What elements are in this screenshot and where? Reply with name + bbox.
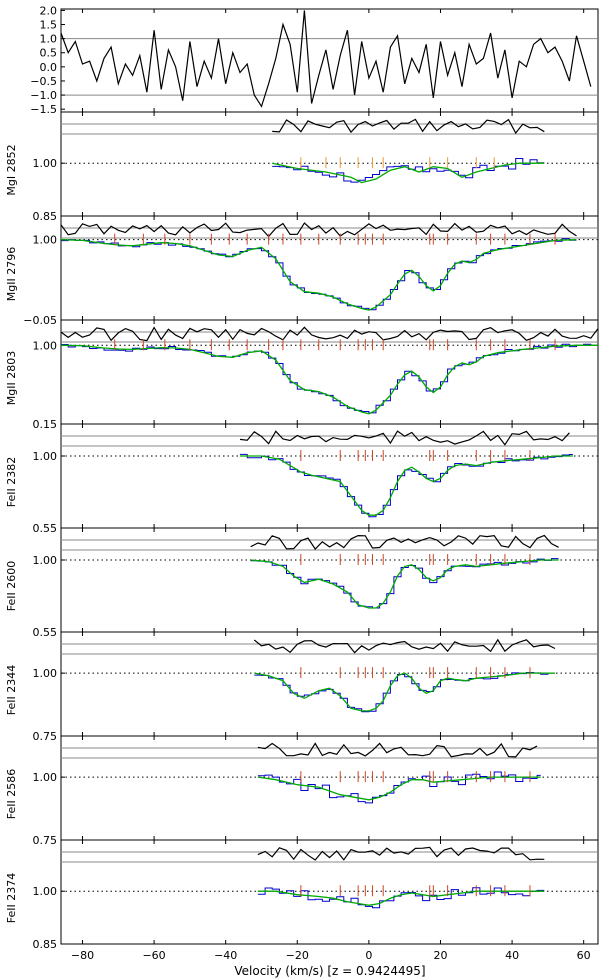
panel-y-tick-label: 1.00	[33, 450, 58, 463]
panel-label: FeII 2344	[5, 665, 18, 715]
residual-y-tick-label: 1.5	[40, 19, 58, 32]
model-fit-line	[257, 890, 545, 906]
x-tick-label: −20	[286, 949, 309, 962]
residual-y-tick-label: −1.5	[30, 103, 57, 116]
x-tick-label: 0	[365, 949, 372, 962]
panel-frame	[60, 319, 599, 425]
panel-residual-line	[60, 222, 577, 238]
residual-y-tick-label: 0.0	[40, 61, 58, 74]
absorption-panels: 1.00 0.85 MgI 2852 1.00 −0.05 MgII 2796 1.00 0.…	[5, 111, 599, 951]
x-tick-label: 60	[577, 949, 591, 962]
panel-y-tick-label: −0.05	[23, 314, 57, 327]
panel-label: MgII 2803	[5, 351, 18, 405]
x-tick-label: −80	[71, 949, 94, 962]
model-fit-line	[60, 239, 577, 311]
panel-mgii-2803: 1.00 0.15 MgII 2803	[5, 319, 599, 431]
panel-y-tick-label: 1.00	[33, 885, 58, 898]
x-axis: −80 −60 −40 −20 0 20 40 60	[71, 9, 591, 962]
panel-y-tick-label: 1.00	[33, 667, 58, 680]
model-fit-line	[250, 559, 559, 609]
panel-label: FeII 2600	[5, 561, 18, 611]
panel-mgi-2852: 1.00 0.85 MgI 2852	[5, 111, 599, 223]
x-tick-label: 20	[433, 949, 447, 962]
residual-y-tick-label: 0.5	[40, 47, 58, 60]
panel-y-tick-label: 0.75	[33, 730, 58, 743]
panel-feii-2344: 1.00 0.75 FeII 2344	[5, 631, 599, 743]
panel-frame	[60, 631, 599, 737]
model-fit-line	[60, 344, 598, 415]
data-histogram	[250, 558, 559, 609]
panel-residual-line	[272, 118, 545, 135]
data-histogram	[254, 672, 555, 713]
panel-y-tick-label: 0.85	[33, 938, 58, 951]
panel-label: FeII 2586	[5, 769, 18, 819]
residual-frame	[60, 8, 599, 113]
model-fit-line	[257, 776, 541, 801]
model-fit-line	[272, 162, 545, 184]
panel-feii-2586: 1.00 0.75 FeII 2586	[5, 735, 599, 847]
panel-label: FeII 2374	[5, 873, 18, 923]
panel-y-tick-label: 1.00	[33, 157, 58, 170]
panel-label: MgII 2796	[5, 247, 18, 301]
data-histogram	[61, 343, 598, 414]
residual-y-tick-label: −0.5	[30, 75, 57, 88]
panel-residual-line	[253, 638, 556, 654]
panel-mgii-2796: 1.00 −0.05 MgII 2796	[5, 215, 599, 327]
panel-residual-line	[257, 742, 538, 758]
panel-residual-line	[60, 326, 599, 342]
panel-label: FeII 2382	[5, 457, 18, 507]
panel-y-tick-label: 1.00	[33, 339, 58, 352]
panel-residual-line	[250, 534, 559, 550]
panel-feii-2600: 1.00 0.55 FeII 2600	[5, 527, 599, 639]
residual-y-tick-label: −1.0	[30, 89, 57, 102]
x-tick-label: 40	[505, 949, 519, 962]
panel-y-tick-label: 1.00	[33, 554, 58, 567]
panel-residual-line	[239, 430, 570, 446]
residual-panel: 2.0 1.51.00.50.0−0.5−1.0−1.5	[30, 4, 599, 116]
panel-y-tick-label: 0.55	[33, 626, 58, 639]
panel-y-tick-label: 0.15	[33, 418, 58, 431]
panel-y-tick-label: 1.00	[33, 234, 58, 247]
panel-y-tick-label: 0.85	[33, 210, 58, 223]
model-fit-line	[240, 455, 573, 516]
panel-y-tick-label: 0.75	[33, 834, 58, 847]
panel-feii-2382: 1.00 0.55 FeII 2382	[5, 423, 599, 535]
panel-feii-2374: 1.00 0.85 FeII 2374	[5, 839, 599, 951]
residual-line	[60, 10, 592, 108]
residual-y-tick-label: 2.0	[40, 4, 58, 17]
data-histogram	[257, 771, 541, 804]
x-tick-label: −40	[214, 949, 237, 962]
panel-label: MgI 2852	[5, 144, 18, 195]
model-fit-line	[254, 672, 555, 712]
panel-y-tick-label: 1.00	[33, 771, 58, 784]
x-axis-title: Velocity (km/s) [z = 0.9424495]	[234, 964, 425, 978]
data-histogram	[240, 453, 573, 518]
residual-y-tick-label: 1.0	[40, 33, 58, 46]
panel-residual-line	[257, 846, 545, 861]
panel-frame	[60, 527, 599, 633]
panel-frame	[60, 839, 599, 945]
panel-y-tick-label: 0.55	[33, 522, 58, 535]
x-tick-label: −60	[142, 949, 165, 962]
